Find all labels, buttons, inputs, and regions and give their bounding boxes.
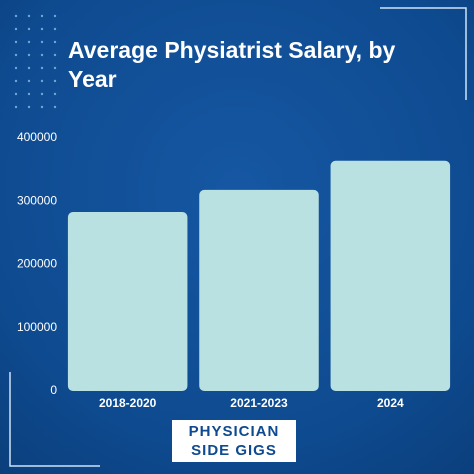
x-tick-label: 2024 bbox=[377, 396, 404, 410]
decor-dot bbox=[27, 92, 31, 96]
decor-dot bbox=[40, 27, 44, 31]
decor-dot bbox=[14, 27, 18, 31]
bar bbox=[330, 160, 451, 391]
decor-dot bbox=[53, 92, 57, 96]
decor-dot bbox=[27, 27, 31, 31]
bar bbox=[67, 212, 188, 391]
decor-dot bbox=[40, 53, 44, 57]
decor-dot bbox=[53, 27, 57, 31]
brand-box bbox=[172, 420, 296, 462]
decor-dot bbox=[27, 40, 31, 44]
decor-dot bbox=[53, 79, 57, 83]
decor-dot bbox=[14, 53, 18, 57]
y-tick-label: 100000 bbox=[17, 320, 57, 334]
decor-dot bbox=[40, 66, 44, 70]
decor-dot bbox=[14, 40, 18, 44]
decor-dot bbox=[53, 66, 57, 70]
decor-dot bbox=[14, 66, 18, 70]
brand-text: PHYSICIAN bbox=[189, 423, 280, 440]
decor-dot bbox=[27, 53, 31, 57]
y-tick-label: 300000 bbox=[17, 193, 57, 207]
bar bbox=[199, 189, 319, 391]
decor-dot bbox=[14, 105, 18, 109]
decor-dot bbox=[40, 40, 44, 44]
decor-dot bbox=[27, 14, 31, 18]
decor-dot bbox=[40, 92, 44, 96]
corner-line bbox=[380, 7, 467, 100]
y-tick-label: 0 bbox=[50, 383, 57, 397]
brand-text: SIDE GIGS bbox=[191, 442, 277, 459]
decor-dot bbox=[27, 66, 31, 70]
y-tick-label: 400000 bbox=[17, 130, 57, 144]
decor-dot bbox=[53, 53, 57, 57]
corner-line bbox=[9, 372, 100, 467]
decor-dot bbox=[53, 40, 57, 44]
decor-dot bbox=[27, 79, 31, 83]
decor-dot bbox=[40, 79, 44, 83]
x-tick-label: 2018-2020 bbox=[99, 396, 157, 410]
decor-dot bbox=[14, 92, 18, 96]
x-tick-label: 2021-2023 bbox=[230, 396, 288, 410]
chart-title: Average Physiatrist Salary, by Year bbox=[68, 37, 396, 92]
decor-dot bbox=[14, 14, 18, 18]
y-tick-label: 200000 bbox=[17, 257, 57, 271]
decor-dot bbox=[40, 14, 44, 18]
decor-dot bbox=[53, 105, 57, 109]
decor-dot bbox=[40, 105, 44, 109]
decor-dot bbox=[27, 105, 31, 109]
decor-dot bbox=[53, 14, 57, 18]
decor-dot bbox=[14, 79, 18, 83]
